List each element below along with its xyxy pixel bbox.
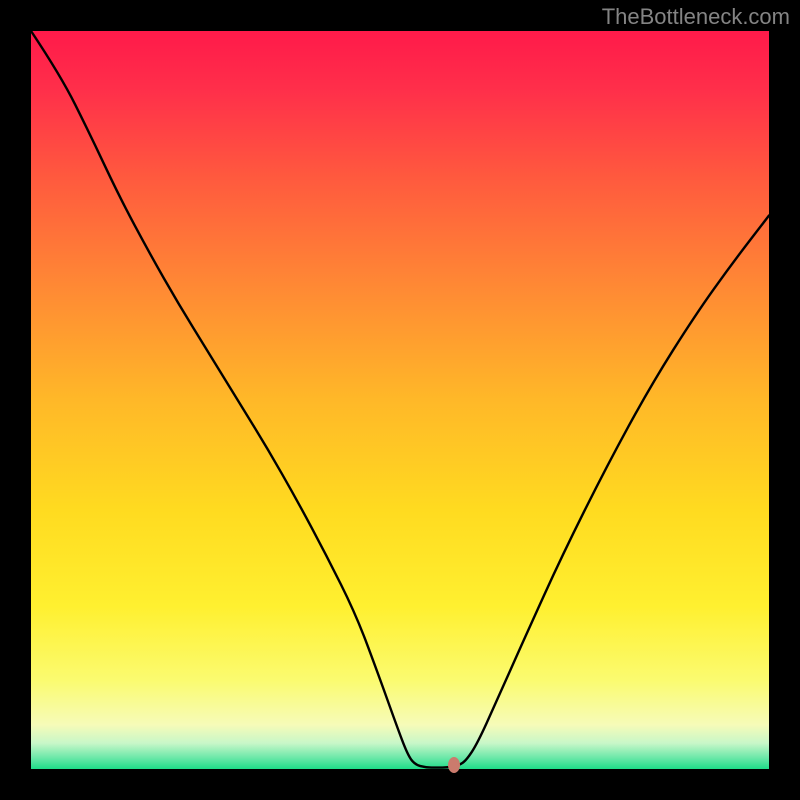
bottleneck-curve-path	[31, 31, 769, 768]
chart-svg	[31, 31, 769, 769]
bottleneck-point-marker	[448, 757, 460, 773]
watermark-text: TheBottleneck.com	[602, 4, 790, 30]
plot-area	[31, 31, 769, 769]
